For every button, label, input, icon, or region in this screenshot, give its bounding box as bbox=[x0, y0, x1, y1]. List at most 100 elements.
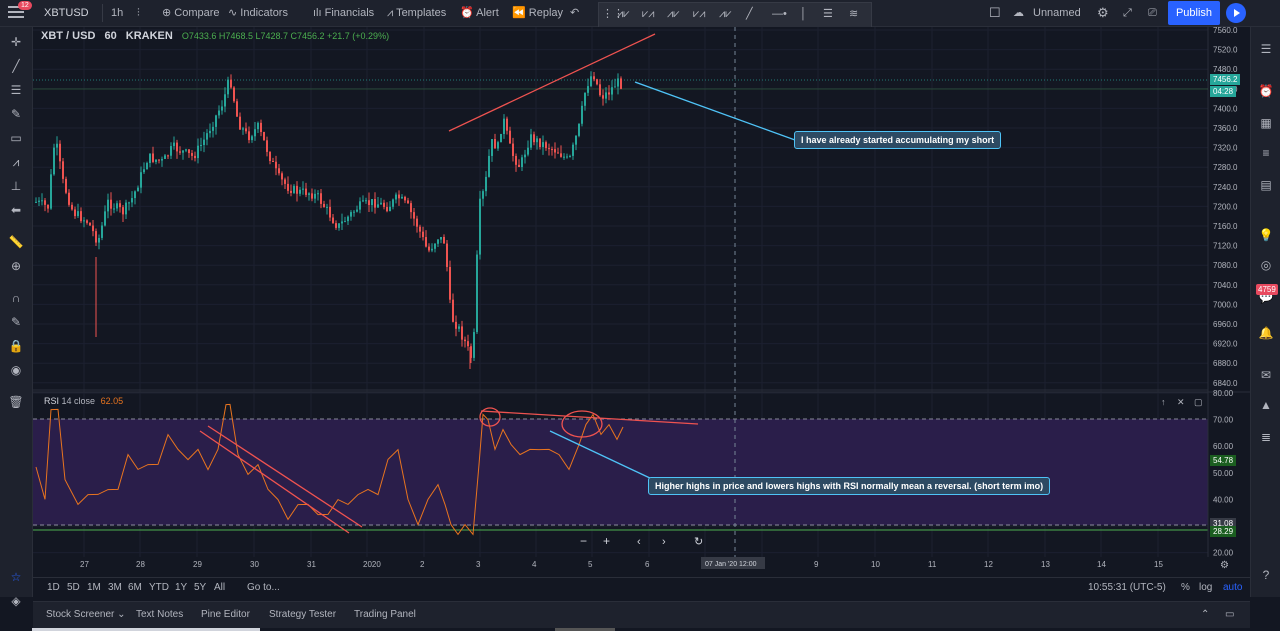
divergence-annotation-callout[interactable]: Higher highs in price and lowers highs w… bbox=[648, 477, 1051, 495]
menu-icon[interactable] bbox=[8, 6, 24, 20]
scroll-left-icon[interactable]: ‹ bbox=[637, 536, 641, 548]
vertical-line-icon[interactable]: │ bbox=[800, 8, 807, 20]
horizontal-ray-icon[interactable]: —• bbox=[772, 8, 787, 20]
magnet-icon[interactable]: ∩ bbox=[11, 291, 21, 305]
clock-timezone[interactable]: 10:55:31 (UTC-5) bbox=[1088, 582, 1166, 593]
messages-icon[interactable]: ✉ bbox=[1260, 368, 1272, 382]
pattern-icon[interactable]: ⩘ bbox=[12, 155, 20, 169]
chart-canvas[interactable]: 7560.07520.07480.07440.07400.07360.07320… bbox=[33, 27, 1250, 577]
zoom-out-icon[interactable]: − bbox=[580, 534, 587, 548]
fib-icon[interactable]: ≋ bbox=[849, 8, 859, 20]
maximize-pane-icon[interactable]: ▢ bbox=[1194, 397, 1203, 407]
reset-chart-icon[interactable]: ↻ bbox=[694, 536, 703, 548]
parallel-channel-icon[interactable]: ☰ bbox=[823, 8, 833, 20]
rsi-high-circle-1[interactable] bbox=[479, 407, 501, 427]
range-1m[interactable]: 1M bbox=[87, 582, 101, 593]
tab-text-notes[interactable]: Text Notes bbox=[136, 609, 184, 620]
help-icon[interactable]: ? bbox=[1262, 568, 1270, 582]
tab-pine-editor[interactable]: Pine Editor bbox=[201, 609, 250, 620]
rsi-high-circle-2[interactable] bbox=[561, 410, 603, 438]
replay-button[interactable]: ⏪ Replay bbox=[512, 0, 563, 26]
range-all[interactable]: All bbox=[214, 582, 226, 593]
fullscreen-icon[interactable]: ⤢ bbox=[1123, 7, 1132, 19]
notifications-icon[interactable]: 🔔 bbox=[1258, 326, 1274, 340]
ruler-icon[interactable]: 📏 bbox=[8, 235, 24, 249]
abcd-pattern-icon[interactable]: ⩗⩘ bbox=[642, 8, 655, 20]
rsi-trendline-1[interactable] bbox=[199, 430, 350, 534]
short-annotation-callout[interactable]: I have already started accumulating my s… bbox=[794, 131, 1002, 149]
alert-button[interactable]: ⏰ Alert bbox=[460, 0, 499, 26]
play-icon[interactable] bbox=[1226, 3, 1246, 23]
log-scale-toggle[interactable]: log bbox=[1199, 582, 1213, 593]
trendline-tool-icon[interactable]: ╱ bbox=[12, 59, 20, 73]
alerts-clock-icon[interactable]: ⏰ bbox=[1258, 84, 1274, 98]
range-3m[interactable]: 3M bbox=[108, 582, 122, 593]
scroll-right-icon[interactable]: › bbox=[662, 536, 666, 548]
xabcd-pattern-icon[interactable]: ⩘⩗ bbox=[617, 8, 630, 20]
back-arrow-icon[interactable]: ⬅ bbox=[10, 203, 22, 217]
collapse-panel-icon[interactable]: ⌃ bbox=[1201, 609, 1210, 620]
drag-handle-icon[interactable]: ⋮⋮ bbox=[602, 8, 624, 20]
abc-pattern-icon[interactable]: ⩗⩘ bbox=[693, 8, 706, 20]
publish-button[interactable]: Publish bbox=[1168, 1, 1220, 25]
rsi-trendline-2[interactable] bbox=[207, 425, 363, 528]
close-pane-icon[interactable]: ✕ bbox=[1177, 397, 1185, 407]
range-1d[interactable]: 1D bbox=[47, 582, 60, 593]
range-1y[interactable]: 1Y bbox=[175, 582, 188, 593]
ideas-icon[interactable]: 💡 bbox=[1258, 228, 1274, 242]
wxy-pattern-icon[interactable]: ⩘⩗ bbox=[719, 8, 732, 20]
gear-icon[interactable]: ⚙ bbox=[1097, 5, 1109, 20]
star-icon[interactable]: ☆ bbox=[10, 570, 22, 584]
templates-button[interactable]: ⩘ Templates bbox=[387, 0, 446, 26]
depth-of-market-icon[interactable]: ≣ bbox=[1260, 430, 1272, 444]
data-window-icon[interactable]: ▦ bbox=[1260, 116, 1272, 130]
maximize-panel-icon[interactable]: ▭ bbox=[1225, 609, 1235, 620]
tab-strategy-tester[interactable]: Strategy Tester bbox=[269, 609, 337, 620]
prediction-icon[interactable]: ⊥ bbox=[10, 179, 22, 193]
percent-scale-toggle[interactable]: % bbox=[1181, 582, 1190, 593]
zoom-icon[interactable]: ⊕ bbox=[10, 259, 22, 273]
lock-drawing-icon[interactable]: ✎ bbox=[10, 315, 22, 329]
short-arrow-line[interactable] bbox=[634, 81, 796, 141]
zoom-in-icon[interactable]: + bbox=[603, 534, 610, 548]
wxyz-pattern-icon[interactable]: ⩘⩗ bbox=[667, 8, 680, 20]
text-note-icon[interactable]: ▭ bbox=[10, 131, 22, 145]
eye-icon[interactable]: ◉ bbox=[10, 363, 22, 377]
indicators-button[interactable]: ∿ Indicators bbox=[228, 0, 288, 26]
cloud-icon[interactable]: ☁ bbox=[1013, 7, 1024, 19]
order-panel-icon[interactable]: ▲ bbox=[1260, 398, 1272, 412]
calendar-icon[interactable]: ▤ bbox=[1260, 178, 1272, 192]
range-5d[interactable]: 5D bbox=[67, 582, 80, 593]
rsi-divergence-line[interactable] bbox=[480, 410, 699, 425]
auto-scale-toggle[interactable]: auto bbox=[1223, 582, 1243, 593]
interval-select[interactable]: 1h bbox=[111, 7, 124, 19]
range-5y[interactable]: 5Y bbox=[194, 582, 207, 593]
crosshair-icon[interactable]: ✛ bbox=[10, 35, 22, 49]
tab-trading-panel[interactable]: Trading Panel bbox=[354, 609, 416, 620]
camera-icon[interactable]: ⎚ bbox=[1148, 7, 1157, 19]
move-up-icon[interactable]: ↑ bbox=[1161, 397, 1166, 407]
financials-button[interactable]: ılı Financials bbox=[313, 0, 374, 26]
range-6m[interactable]: 6M bbox=[128, 582, 142, 593]
streams-icon[interactable]: ◎ bbox=[1260, 258, 1272, 272]
symbol-search[interactable]: XBTUSD bbox=[44, 7, 89, 19]
goto-date[interactable]: Go to... bbox=[247, 582, 280, 593]
brush-icon[interactable]: ✎ bbox=[10, 107, 22, 121]
horizontal-lines-icon[interactable]: ☰ bbox=[10, 83, 22, 97]
layout-square-icon[interactable]: ☐ bbox=[989, 5, 1001, 20]
price-trendline[interactable] bbox=[448, 33, 656, 132]
trend-line-icon[interactable]: ╱ bbox=[746, 8, 753, 20]
trash-icon[interactable]: 🗑 bbox=[8, 395, 24, 409]
bar-style-icon[interactable]: ⫶ bbox=[137, 7, 140, 19]
hotlist-icon[interactable]: ≡ bbox=[1262, 146, 1270, 160]
lock-icon[interactable]: 🔒 bbox=[8, 339, 24, 353]
candle-body bbox=[329, 206, 331, 218]
watchlist-icon[interactable]: ☰ bbox=[1260, 42, 1272, 56]
undo-icon[interactable]: ↶ bbox=[570, 7, 580, 19]
compare-button[interactable]: ⊕ Compare bbox=[162, 0, 220, 26]
layout-name[interactable]: Unnamed bbox=[1033, 7, 1081, 19]
chart-settings-gear-icon[interactable]: ⚙ bbox=[1220, 560, 1229, 571]
layers-icon[interactable]: ◈ bbox=[11, 594, 21, 608]
tab-stock-screener[interactable]: Stock Screener ⌄ bbox=[46, 602, 126, 628]
range-ytd[interactable]: YTD bbox=[149, 582, 169, 593]
